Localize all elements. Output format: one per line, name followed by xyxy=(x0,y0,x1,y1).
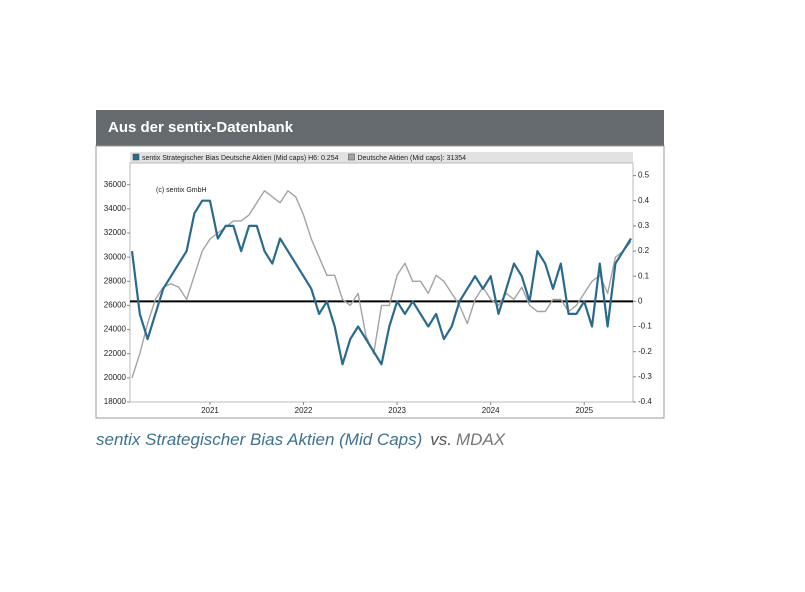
header-title: Aus der sentix-Datenbank xyxy=(108,119,294,136)
y2-tick-label: 0.4 xyxy=(638,196,650,205)
y2-tick-label: -0.4 xyxy=(638,397,652,406)
y-tick-label: 34000 xyxy=(104,204,127,213)
y-tick-label: 30000 xyxy=(104,252,127,261)
y-tick-label: 36000 xyxy=(104,180,127,189)
y2-tick-label: 0.2 xyxy=(638,246,650,255)
y-tick-label: 28000 xyxy=(104,276,127,285)
caption-compare: MDAX xyxy=(456,430,506,449)
y-tick-label: 32000 xyxy=(104,228,127,237)
header-bar xyxy=(96,110,664,146)
series-line xyxy=(131,190,632,379)
y2-tick-label: -0.3 xyxy=(638,372,652,381)
y-tick-label: 22000 xyxy=(104,349,127,358)
y2-tick-label: 0.3 xyxy=(638,221,650,230)
caption-connector: vs. xyxy=(430,430,452,449)
legend-label: Deutsche Aktien (Mid caps): 31354 xyxy=(357,155,466,162)
legend-swatch xyxy=(132,153,140,161)
x-tick-label: 2024 xyxy=(482,406,500,415)
x-tick-label: 2022 xyxy=(295,406,313,415)
legend-swatch xyxy=(348,153,355,161)
x-tick-label: 2021 xyxy=(201,406,219,415)
y-tick-label: 18000 xyxy=(104,397,127,406)
y2-tick-label: 0 xyxy=(638,296,643,305)
caption: sentix Strategischer Bias Aktien (Mid Ca… xyxy=(96,430,506,449)
chart-frame xyxy=(95,145,665,419)
y-tick-label: 24000 xyxy=(104,325,127,334)
legend-label: sentix Strategischer Bias Deutsche Aktie… xyxy=(142,155,339,162)
y2-tick-label: -0.1 xyxy=(638,322,652,331)
x-tick-label: 2023 xyxy=(388,406,406,415)
series-line xyxy=(130,199,632,366)
legend-bar xyxy=(130,152,633,163)
y-tick-label: 20000 xyxy=(104,373,127,382)
y2-tick-label: 0.1 xyxy=(638,271,650,280)
x-tick-label: 2025 xyxy=(575,406,593,415)
y2-tick-label: -0.2 xyxy=(638,347,652,356)
y-tick-label: 26000 xyxy=(104,301,127,310)
annotation: (c) sentix GmbH xyxy=(156,187,207,194)
caption-main: sentix Strategischer Bias Aktien (Mid Ca… xyxy=(96,430,422,449)
plot-area xyxy=(129,162,634,403)
y2-tick-label: 0.5 xyxy=(638,171,650,180)
